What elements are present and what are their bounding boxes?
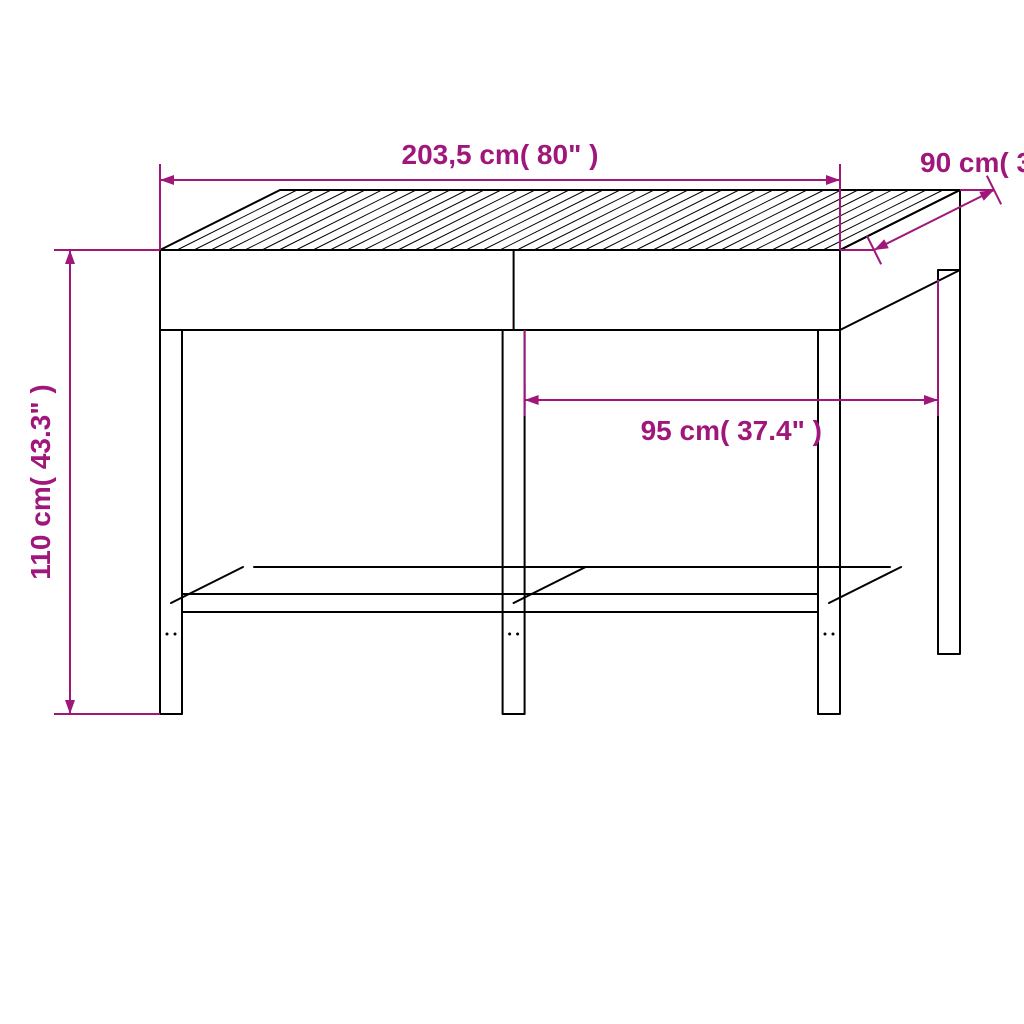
svg-text:110 cm( 43.3" ): 110 cm( 43.3" ) bbox=[25, 384, 56, 579]
svg-text:203,5 cm( 80" ): 203,5 cm( 80" ) bbox=[402, 139, 599, 170]
svg-text:90 cm( 35.4" ): 90 cm( 35.4" ) bbox=[920, 147, 1024, 178]
tabletop-slats bbox=[177, 190, 943, 250]
svg-text:95 cm( 37.4" ): 95 cm( 37.4" ) bbox=[641, 415, 822, 446]
table-drawing bbox=[166, 190, 944, 636]
